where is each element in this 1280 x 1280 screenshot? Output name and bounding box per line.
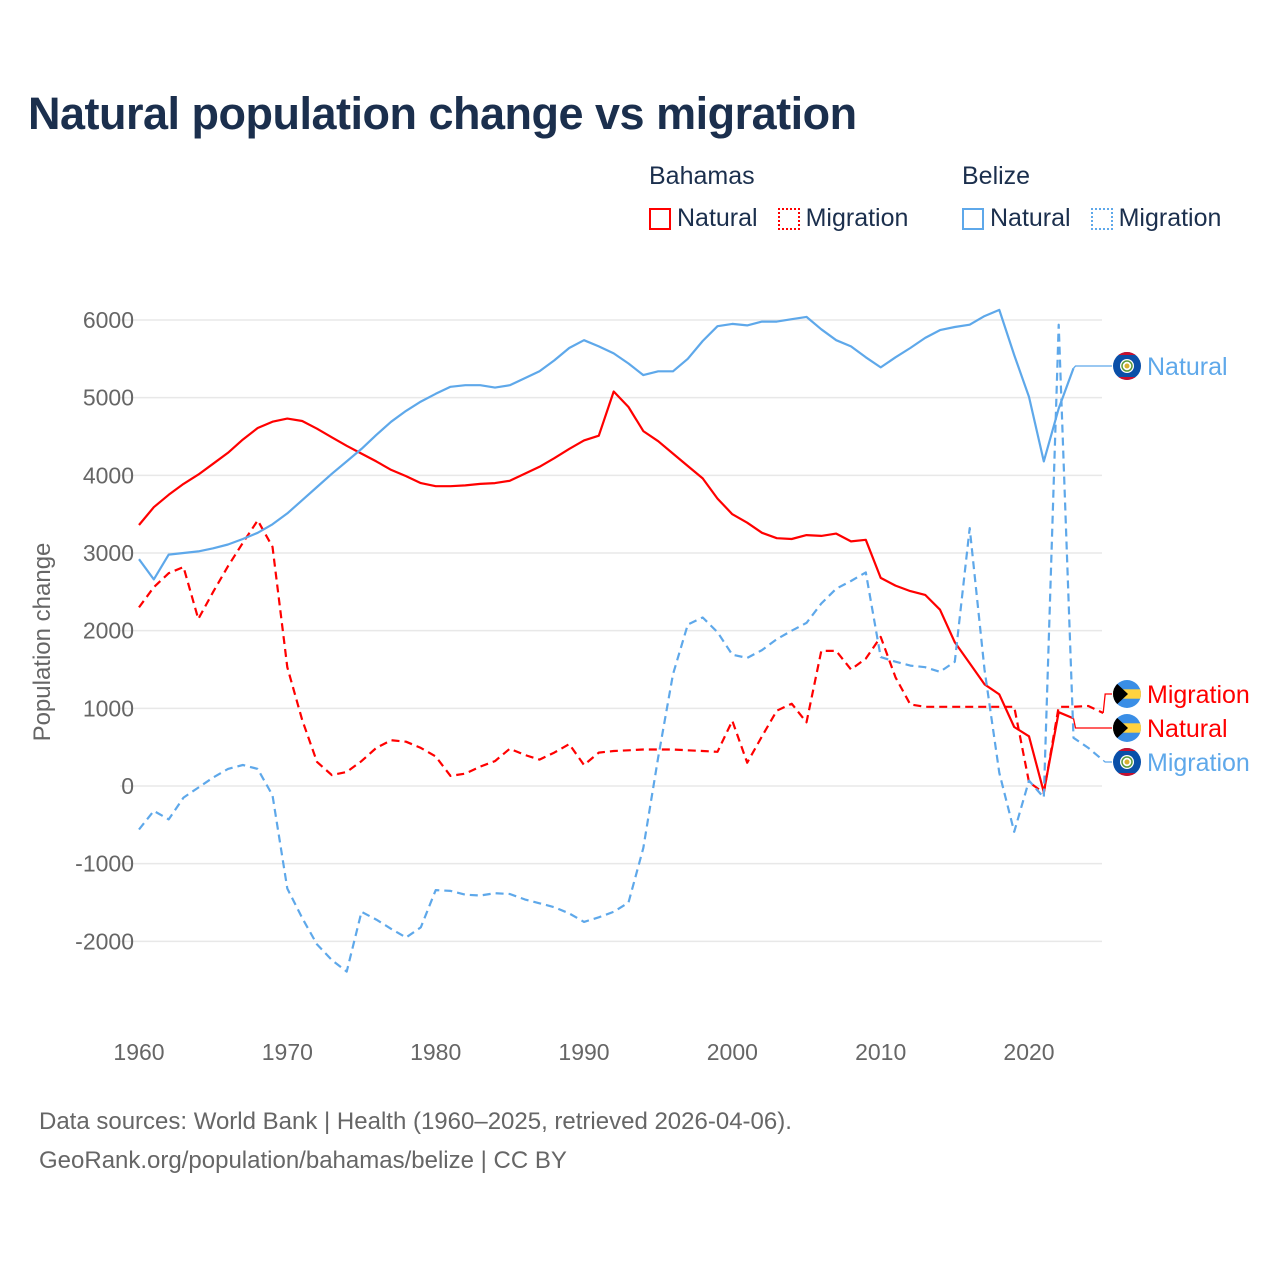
- label-connector: [1073, 365, 1112, 369]
- dotted-swatch-icon: [1090, 207, 1113, 230]
- series-end-label: Migration: [1147, 749, 1250, 777]
- y-tick-label: 5000: [83, 385, 134, 411]
- y-tick-label: 6000: [83, 307, 134, 333]
- label-connector: [1072, 718, 1112, 729]
- x-tick-label: 1990: [558, 1039, 609, 1065]
- x-tick-label: 1980: [410, 1039, 461, 1065]
- legend-bahamas: Bahamas Natural Migration: [649, 162, 908, 233]
- y-tick-label: -2000: [75, 928, 134, 954]
- y-tick-label: 2000: [83, 618, 134, 644]
- series-end-label: Natural: [1147, 353, 1228, 381]
- bahamas-flag-icon: [1113, 680, 1141, 708]
- legend-belize: Belize Natural Migration: [962, 162, 1221, 233]
- y-tick-label: 4000: [83, 462, 134, 488]
- legend-group-label: Bahamas: [649, 162, 755, 190]
- series-line-belize-migration: [138, 323, 1104, 973]
- chart-title: Natural population change vs migration: [28, 88, 857, 139]
- series-end-label: Natural: [1147, 715, 1228, 743]
- legend-item-bahamas-migration[interactable]: Migration: [777, 204, 909, 233]
- x-tick-label: 2000: [707, 1039, 758, 1065]
- legend-group-label: Belize: [962, 162, 1031, 190]
- series-end-label: Migration: [1147, 681, 1250, 709]
- solid-swatch-icon: [962, 207, 984, 230]
- legend-item-belize-natural[interactable]: Natural: [962, 204, 1071, 233]
- y-tick-label: 3000: [83, 540, 134, 566]
- belize-flag-icon: [1113, 748, 1141, 776]
- y-tick-label: 0: [121, 773, 134, 799]
- y-tick-label: 1000: [83, 695, 134, 721]
- legend-label: Natural: [990, 204, 1071, 232]
- y-axis-label: Population change: [29, 543, 56, 742]
- x-tick-label: 2010: [855, 1039, 906, 1065]
- series-line-bahamas-natural: [138, 390, 1074, 794]
- legend-label: Natural: [677, 204, 758, 232]
- x-tick-label: 2020: [1003, 1039, 1054, 1065]
- label-connector: [1102, 759, 1112, 763]
- dotted-swatch-icon: [777, 207, 800, 230]
- footer-sources: Data sources: World Bank | Health (1960–…: [39, 1108, 792, 1135]
- series-line-bahamas-migration: [138, 519, 1104, 795]
- legend-item-belize-migration[interactable]: Migration: [1090, 204, 1222, 233]
- legend-item-bahamas-natural[interactable]: Natural: [649, 204, 758, 233]
- label-connector: [1102, 693, 1112, 714]
- x-tick-label: 1960: [113, 1039, 164, 1065]
- solid-swatch-icon: [649, 207, 671, 230]
- y-tick-label: -1000: [75, 851, 134, 877]
- footer-link[interactable]: GeoRank.org/population/bahamas/belize | …: [39, 1147, 567, 1174]
- legend-label: Migration: [805, 204, 909, 232]
- x-tick-label: 1970: [262, 1039, 313, 1065]
- series-line-belize-natural: [138, 308, 1075, 581]
- belize-flag-icon: [1113, 352, 1141, 380]
- legend-label: Migration: [1118, 204, 1222, 232]
- bahamas-flag-icon: [1113, 714, 1141, 742]
